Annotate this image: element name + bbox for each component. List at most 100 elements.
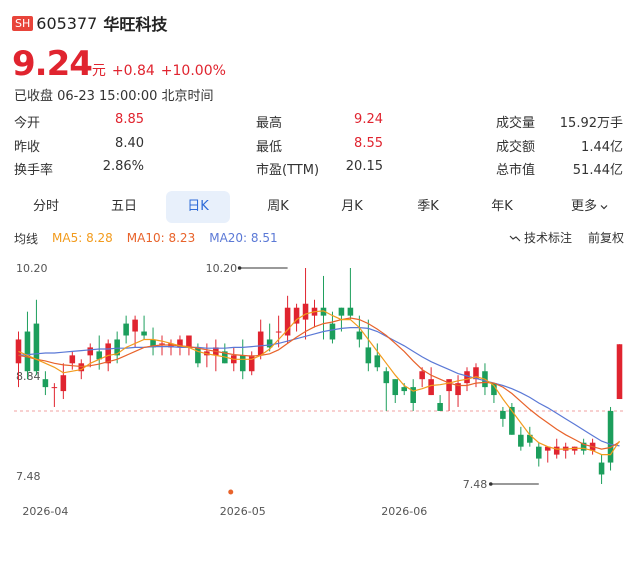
period-tabs: 分时 五日 日K 周K 月K 季K 年K 更多 [6,191,632,223]
candle-body [69,355,76,364]
stat-value-volume: 15.92万手 [559,116,623,131]
ma-title: 均线 [14,231,39,246]
tab-quarterly-k[interactable]: 季K [417,199,439,214]
candle-body [96,351,103,360]
candle-body [33,323,40,372]
tab-more[interactable]: 更多 [554,191,626,223]
stat-value-turnover-rate: 2.86% [102,159,144,174]
candle-body [159,343,165,345]
y-tick-label: 8.84 [16,370,41,383]
max-annotation-dot [237,266,242,270]
ma5-label: MA5: 8.28 [52,231,113,245]
stock-code: 605377 [36,13,98,33]
candle-body [114,339,120,356]
tab-five-day[interactable]: 五日 [110,199,137,214]
candle-body [401,387,408,392]
market-status: 已收盘 06-23 15:00:00 北京时间 [14,89,214,104]
candle-body [51,387,58,389]
candle-body [419,371,425,380]
candle-body [320,307,327,316]
tab-daily-k[interactable]: 日K [166,191,230,223]
y-tick-label: 10.20 [16,262,48,275]
candle-body [607,410,614,463]
candle-body [544,446,551,451]
candle-body [365,347,372,364]
candle-body [15,339,22,364]
candle-body [383,371,390,384]
candle-body [24,331,31,372]
candle-body [177,339,183,348]
candle-body [87,347,94,356]
candle-body [491,383,497,396]
candle-body [284,307,291,336]
chart-options: 技术标注 前复权 [509,229,624,246]
stat-value-prev-close: 8.40 [115,136,144,151]
stat-label-volume: 成交量 [496,116,536,131]
stat-label-prev-close: 昨收 [14,140,41,155]
stat-value-low: 8.55 [354,136,383,151]
stat-value-open: 8.85 [115,112,144,127]
stat-label-high: 最高 [256,116,283,131]
candle-body [329,323,336,340]
x-tick-label: 2026-06 [381,505,427,518]
candle-body [60,375,67,392]
tech-annotation-toggle[interactable]: 技术标注 [509,229,572,246]
candle-body [428,379,434,396]
candle-body [275,331,282,333]
stat-value-turnover: 1.44亿 [581,140,623,155]
price-row: 9.24 元 +0.84 +10.00% [12,44,232,84]
candle-body [239,355,246,372]
candle-body [455,383,461,396]
candle-body [302,303,309,320]
candle-body [123,323,129,336]
current-price: 9.24 [12,44,93,84]
ma10-line [18,317,620,450]
tab-monthly-k[interactable]: 月K [341,199,363,214]
exchange-badge: SH [12,15,34,31]
stock-name: 华旺科技 [103,15,168,34]
candle-body [42,379,49,388]
candle-body [598,462,605,475]
candle-body [500,410,506,419]
candle-body [78,363,85,372]
candle-body [141,331,147,336]
stat-value-high: 9.24 [354,112,383,127]
stat-label-turnover-rate: 换手率 [14,163,54,178]
ma20-label: MA20: 8.51 [209,231,278,245]
stat-label-pe-ttm: 市盈(TTM) [256,163,320,178]
candle-body [257,331,264,356]
candle-body [580,442,587,451]
stat-label-low: 最低 [256,140,283,155]
tab-weekly-k[interactable]: 周K [267,199,289,214]
candle-body [535,446,542,459]
candle-body [437,403,443,411]
price-change: +0.84 [111,63,155,79]
stat-value-market-cap: 51.44亿 [572,163,623,178]
stat-label-market-cap: 总市值 [496,163,536,178]
candle-body [150,339,156,348]
candle-body [509,406,515,435]
candle-body [410,387,416,403]
adjust-mode-button[interactable]: 前复权 [587,231,624,245]
tab-intraday[interactable]: 分时 [32,199,59,214]
trend-icon [509,235,521,241]
candle-body [527,434,533,443]
candle-body [518,434,524,447]
candle-body [293,307,300,324]
x-tick-label: 2026-05 [220,505,266,518]
candle-body [105,343,111,364]
candlestick-chart[interactable]: 10.20 8.84 7.48 10.20 7.48 2026-04 2026-05 2026… [0,252,638,527]
tab-yearly-k[interactable]: 年K [491,199,513,214]
candle-body [338,307,345,316]
candle-body [392,379,399,396]
candle-body [553,446,560,455]
candle-body [374,355,381,368]
stat-label-open: 今开 [14,116,41,131]
x-tick-label: 2026-04 [22,505,68,518]
stat-value-pe-ttm: 20.15 [345,159,383,174]
price-change-percent: +10.00% [160,63,226,79]
candle-body [347,307,354,316]
ma5-line [18,310,620,456]
tech-annotation-label: 技术标注 [523,231,572,245]
ma10-label: MA10: 8.23 [126,231,196,245]
